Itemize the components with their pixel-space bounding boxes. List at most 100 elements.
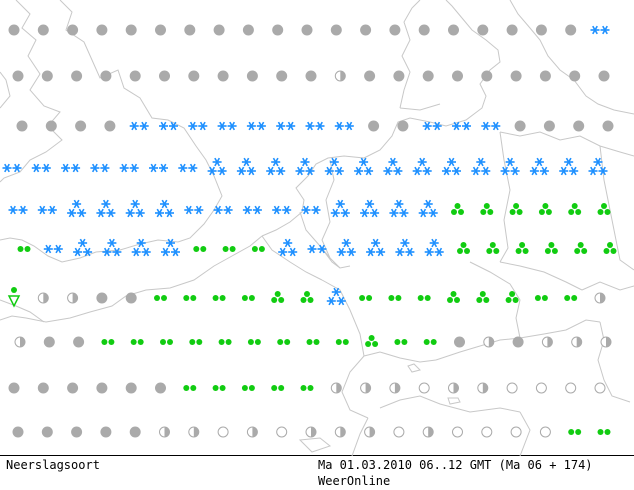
- snow-cluster-icon: [360, 199, 380, 218]
- rain-double-icon: [154, 295, 167, 301]
- dry-disc-icon: [246, 70, 258, 82]
- dry-disc-icon: [129, 426, 141, 438]
- snow-double-icon: [159, 121, 178, 131]
- rain-triple-icon: [457, 242, 470, 254]
- snow-cluster-icon: [412, 157, 432, 176]
- dry-disc-icon: [96, 382, 108, 394]
- dry-disc-icon: [159, 70, 170, 82]
- snow-cluster-icon: [326, 287, 346, 306]
- dry-disc-icon: [573, 120, 585, 132]
- border-ch-fr: [341, 355, 369, 419]
- half-disc-icon: [360, 382, 372, 394]
- dry-disc-icon: [418, 24, 430, 36]
- border-nl-de: [321, 159, 335, 259]
- great-britain-coast: [0, 0, 223, 263]
- brittany-coast: [0, 299, 45, 323]
- snow-double-icon: [272, 205, 292, 215]
- dry-disc-icon: [452, 70, 463, 82]
- dry-disc-icon: [155, 24, 166, 36]
- dry-disc-icon: [71, 426, 83, 438]
- border-lu: [319, 245, 351, 269]
- dry-disc-icon: [368, 120, 380, 132]
- dry-disc-icon: [543, 120, 555, 132]
- dry-disc-icon: [71, 70, 83, 82]
- weather-symbols: [2, 24, 617, 438]
- border-fr-de: [321, 279, 365, 357]
- rain-triple-icon: [300, 291, 314, 303]
- snow-cluster-icon: [559, 157, 579, 176]
- rain-double-icon: [189, 339, 203, 345]
- country-borders: [261, 103, 634, 456]
- france-coast: [0, 235, 263, 323]
- snow-cluster-icon: [383, 157, 403, 176]
- snow-cluster-icon: [395, 238, 415, 257]
- half-disc-icon: [246, 426, 258, 438]
- snow-double-icon: [590, 25, 610, 35]
- dry-disc-icon: [45, 120, 57, 132]
- half-disc-icon: [477, 382, 489, 394]
- dry-disc-icon: [37, 382, 49, 394]
- half-disc-icon: [483, 336, 495, 348]
- dry-disc-icon: [67, 24, 79, 36]
- rain-triple-icon: [476, 291, 490, 303]
- snow-cluster-icon: [295, 157, 315, 176]
- sweden-coast: [509, 0, 634, 115]
- dry-disc-icon: [8, 24, 20, 36]
- dry-disc-icon: [397, 120, 409, 132]
- lake-2: [447, 397, 461, 405]
- lake-1: [407, 363, 421, 373]
- dry-disc-icon: [75, 120, 87, 132]
- rain-double-icon: [277, 339, 291, 345]
- shower-icon: [7, 287, 21, 308]
- dry-disc-icon: [67, 382, 79, 394]
- rain-triple-icon: [574, 242, 588, 254]
- rain-double-icon: [193, 246, 207, 252]
- dry-disc-icon: [272, 24, 284, 36]
- map-area: [0, 0, 634, 456]
- dry-disc-icon: [12, 70, 24, 82]
- snow-cluster-icon: [529, 157, 549, 176]
- empty-circle-icon: [510, 426, 522, 438]
- rain-double-icon: [160, 339, 173, 345]
- dry-disc-icon: [125, 382, 137, 394]
- snow-cluster-icon: [266, 157, 286, 176]
- rain-double-icon: [212, 295, 226, 301]
- coastlines: [0, 0, 634, 453]
- dry-disc-icon: [569, 70, 581, 82]
- snow-cluster-icon: [73, 238, 93, 257]
- valid-time: Ma 01.03.2010 06..12 GMT (Ma 06 + 174): [318, 458, 593, 472]
- border-pl-east: [581, 281, 634, 291]
- rain-double-icon: [218, 339, 232, 345]
- rain-double-icon: [423, 339, 437, 345]
- border-de-cz: [469, 261, 521, 339]
- rain-double-icon: [417, 295, 431, 301]
- snow-cluster-icon: [336, 238, 356, 257]
- rain-double-icon: [564, 295, 578, 301]
- half-disc-icon: [571, 336, 583, 348]
- rain-double-icon: [597, 429, 611, 435]
- snow-double-icon: [8, 205, 28, 215]
- half-disc-icon: [541, 336, 553, 348]
- dry-disc-icon: [448, 24, 459, 36]
- half-disc-icon: [37, 292, 49, 304]
- dry-disc-icon: [96, 24, 108, 36]
- dry-disc-icon: [213, 24, 225, 36]
- dry-disc-icon: [506, 24, 518, 36]
- dry-disc-icon: [389, 24, 401, 36]
- rain-double-icon: [251, 246, 265, 252]
- snow-double-icon: [188, 121, 208, 131]
- dry-disc-icon: [100, 426, 112, 438]
- dry-disc-icon: [217, 70, 229, 82]
- snow-cluster-icon: [236, 157, 256, 176]
- dry-disc-icon: [184, 24, 196, 36]
- snow-cluster-icon: [418, 199, 438, 218]
- dry-disc-icon: [512, 336, 524, 348]
- rain-double-icon: [101, 339, 115, 345]
- empty-circle-icon: [393, 426, 405, 438]
- border-south: [519, 411, 531, 456]
- dry-disc-icon: [364, 70, 376, 82]
- dry-disc-icon: [16, 120, 28, 132]
- border-at-it: [379, 395, 521, 413]
- rain-triple-icon: [365, 335, 379, 347]
- snow-double-icon: [276, 121, 296, 131]
